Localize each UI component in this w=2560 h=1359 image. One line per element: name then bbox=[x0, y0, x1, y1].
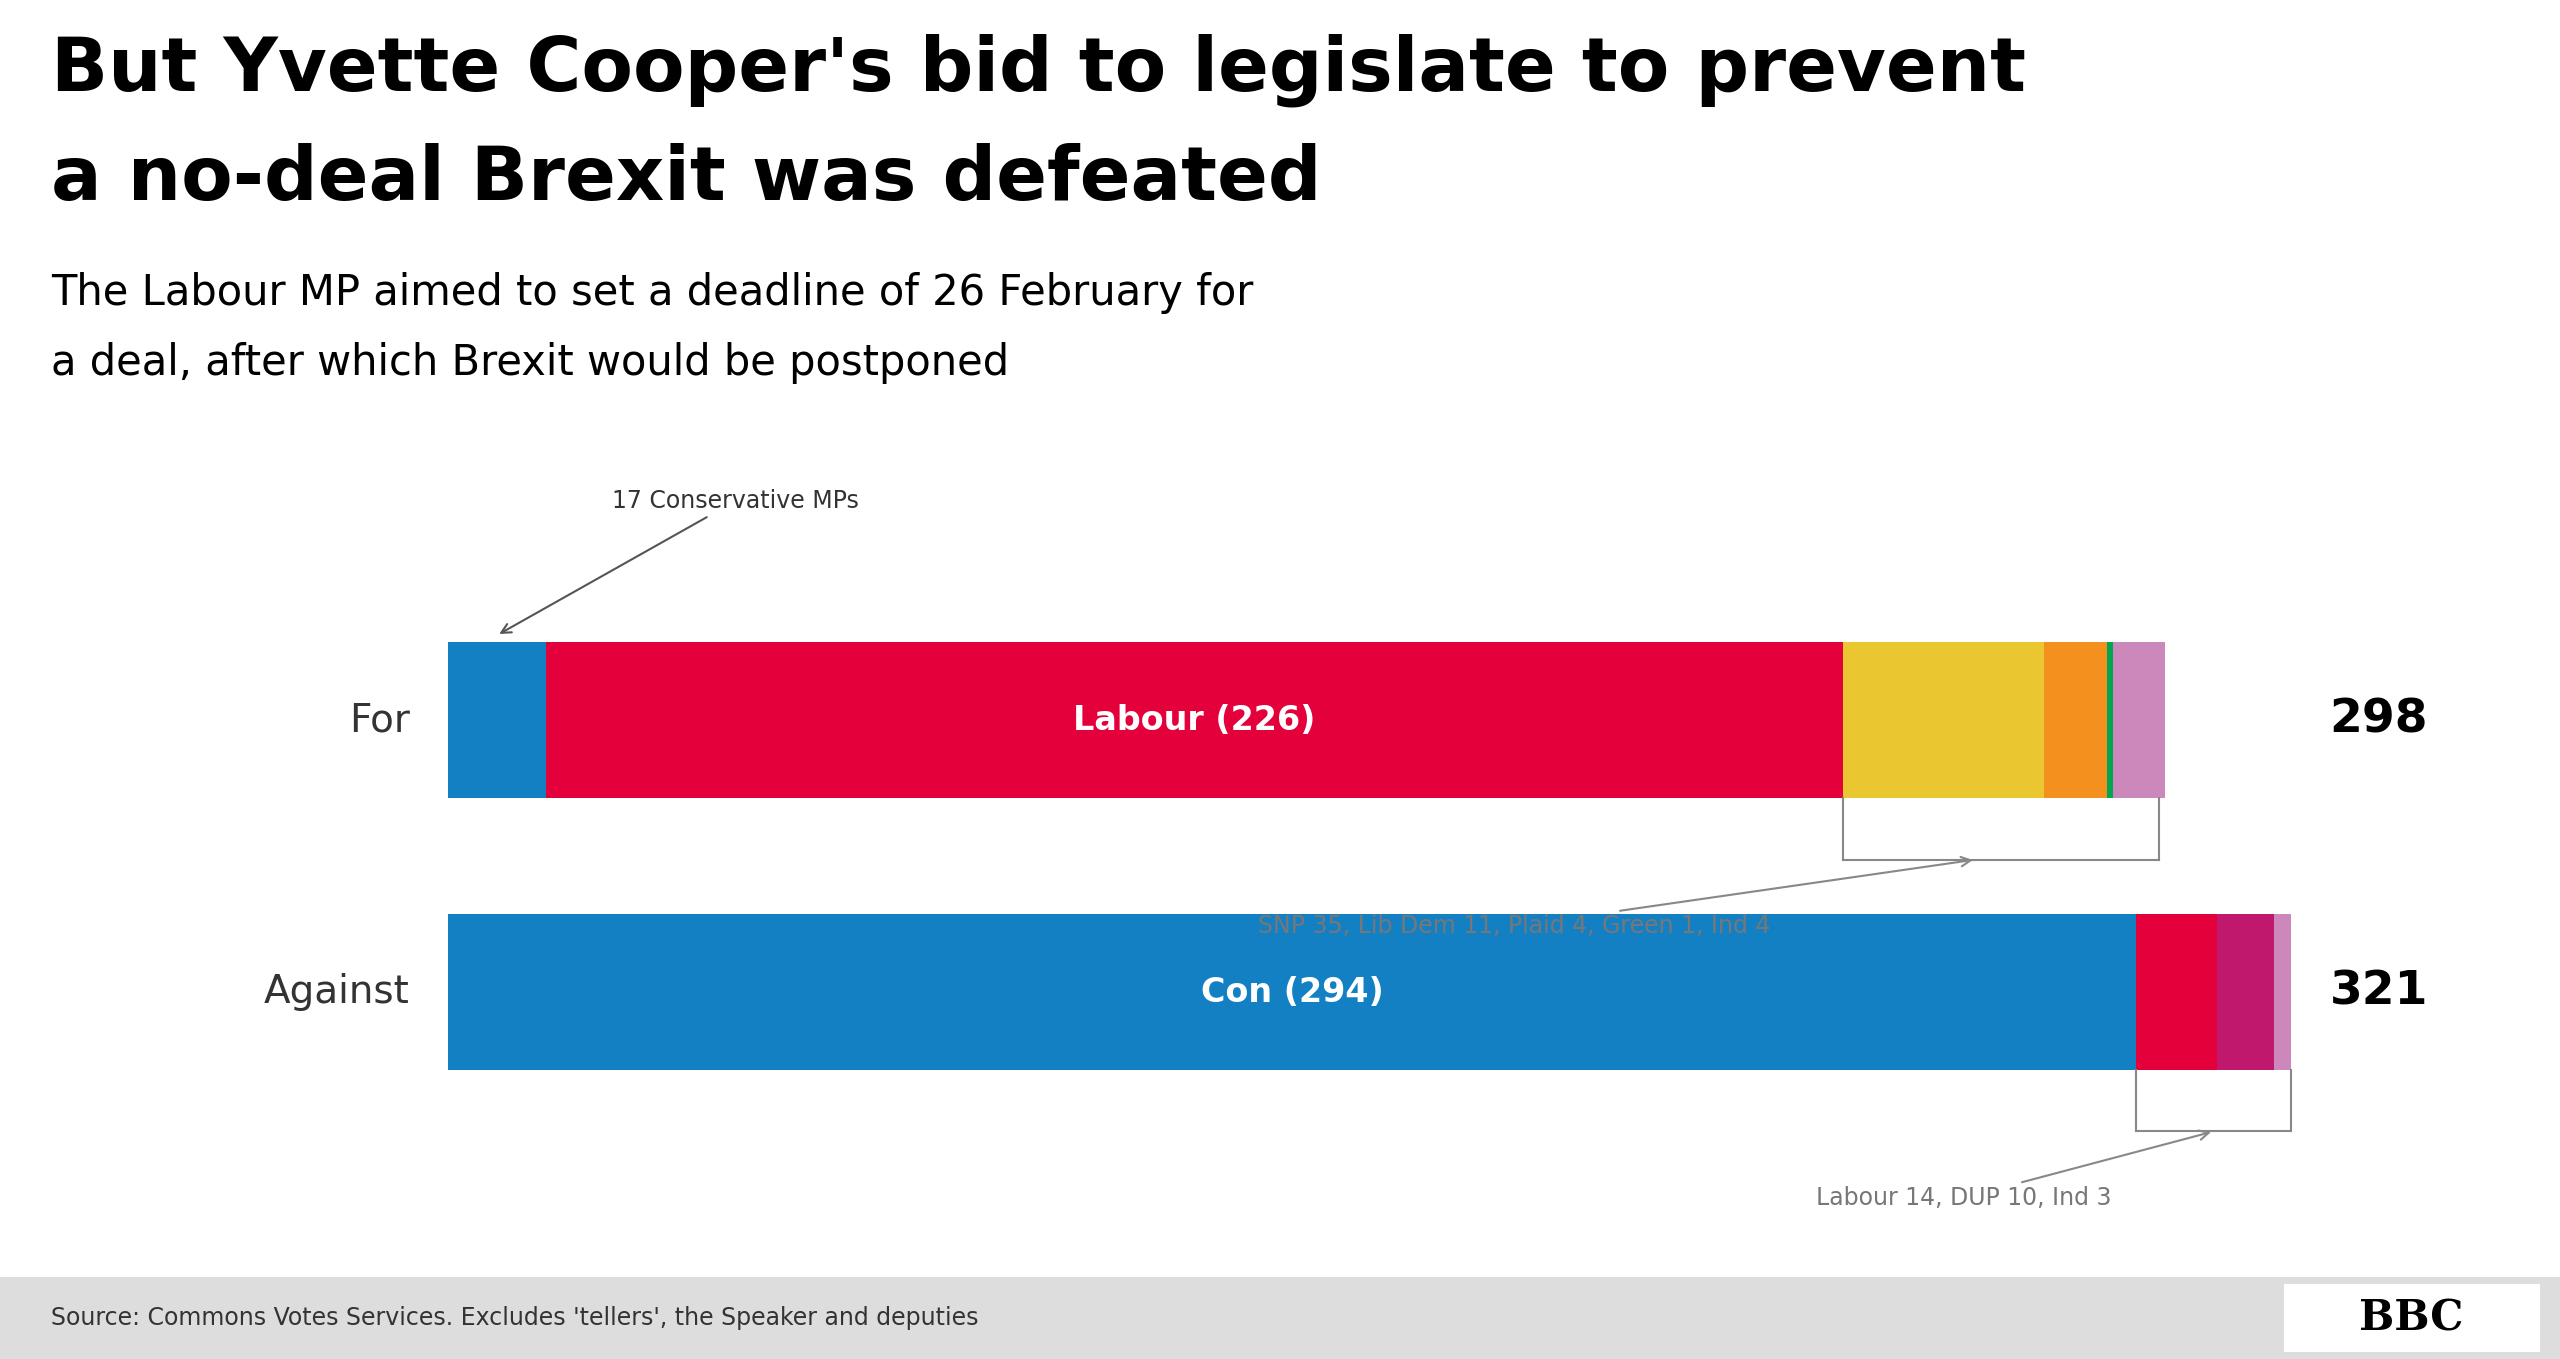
Text: Labour (226): Labour (226) bbox=[1073, 704, 1316, 737]
Text: SNP 35, Lib Dem 11, Plaid 4, Green 1, Ind 4: SNP 35, Lib Dem 11, Plaid 4, Green 1, In… bbox=[1260, 858, 1971, 938]
Text: For: For bbox=[348, 701, 410, 739]
Text: Labour 14, DUP 10, Ind 3: Labour 14, DUP 10, Ind 3 bbox=[1815, 1131, 2209, 1210]
Text: Against: Against bbox=[264, 973, 410, 1011]
Text: 321: 321 bbox=[2330, 969, 2427, 1015]
FancyBboxPatch shape bbox=[2217, 913, 2273, 1071]
FancyBboxPatch shape bbox=[2112, 643, 2166, 799]
FancyBboxPatch shape bbox=[2273, 913, 2291, 1071]
FancyBboxPatch shape bbox=[1843, 643, 2045, 799]
FancyBboxPatch shape bbox=[2284, 1284, 2540, 1352]
Text: Con (294): Con (294) bbox=[1201, 976, 1382, 1008]
FancyBboxPatch shape bbox=[448, 913, 2135, 1071]
FancyBboxPatch shape bbox=[545, 643, 1843, 799]
FancyBboxPatch shape bbox=[2107, 643, 2112, 799]
FancyBboxPatch shape bbox=[0, 1277, 2560, 1359]
Text: 17 Conservative MPs: 17 Conservative MPs bbox=[502, 489, 860, 633]
Text: BBC: BBC bbox=[2360, 1298, 2463, 1339]
FancyBboxPatch shape bbox=[2135, 913, 2217, 1071]
FancyBboxPatch shape bbox=[2045, 643, 2107, 799]
FancyBboxPatch shape bbox=[448, 643, 545, 799]
Text: a deal, after which Brexit would be postponed: a deal, after which Brexit would be post… bbox=[51, 342, 1009, 385]
Text: Source: Commons Votes Services. Excludes 'tellers', the Speaker and deputies: Source: Commons Votes Services. Excludes… bbox=[51, 1306, 978, 1330]
Text: But Yvette Cooper's bid to legislate to prevent: But Yvette Cooper's bid to legislate to … bbox=[51, 34, 2025, 107]
Text: 298: 298 bbox=[2330, 697, 2427, 743]
Text: The Labour MP aimed to set a deadline of 26 February for: The Labour MP aimed to set a deadline of… bbox=[51, 272, 1254, 314]
Text: a no-deal Brexit was defeated: a no-deal Brexit was defeated bbox=[51, 143, 1321, 216]
